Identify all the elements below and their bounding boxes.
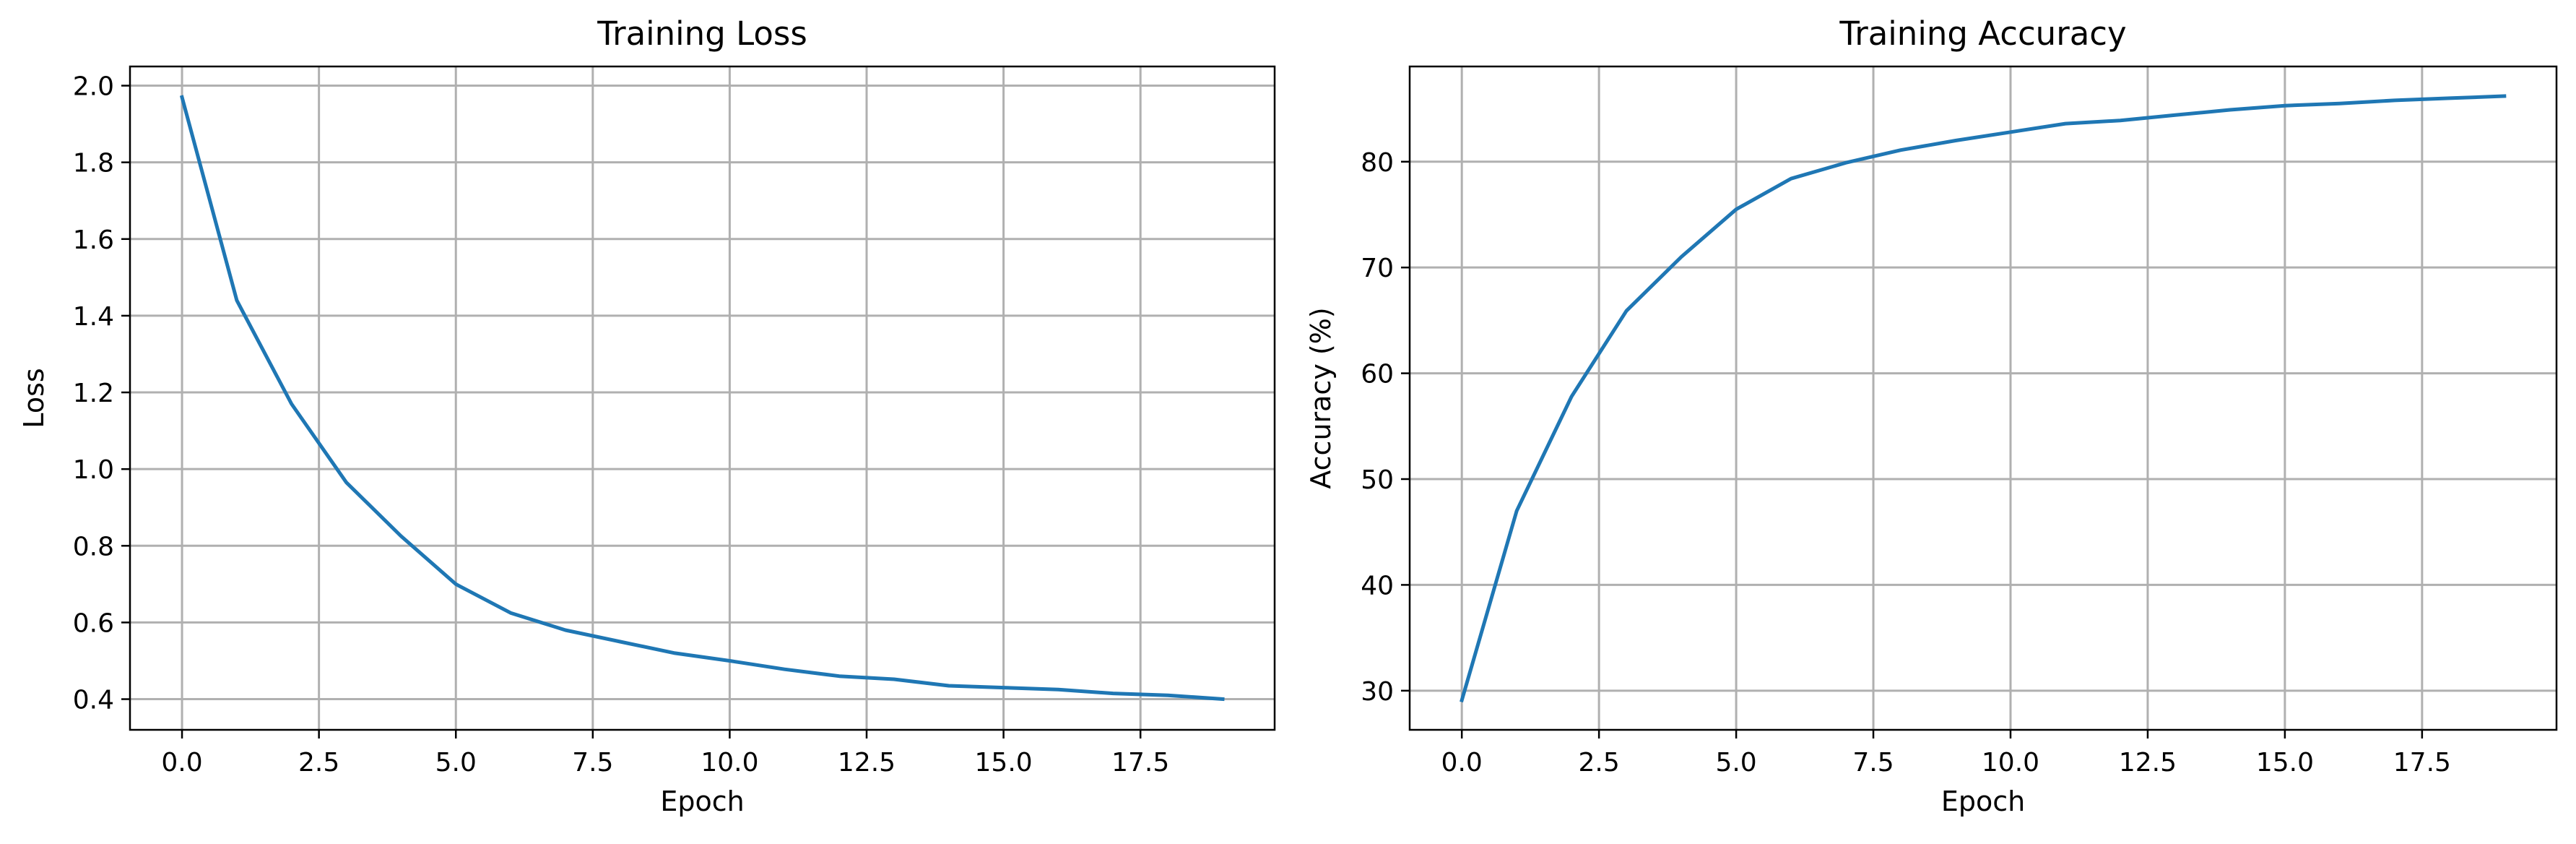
loss-x-tick-label: 7.5 (572, 748, 613, 778)
loss-y-tick-label: 1.8 (73, 149, 114, 178)
accuracy-chart: 0.0 2.5 5.0 7.5 10.0 12.5 15.0 17.5 30 40 50 60 70 80… (1305, 14, 2558, 817)
accuracy-y-tick-label: 70 (1361, 254, 1394, 283)
accuracy-y-axis-label: Accuracy (%) (1305, 307, 1337, 488)
loss-chart-title: Training Loss (597, 14, 807, 53)
loss-series (179, 95, 1225, 702)
accuracy-x-tick-label: 17.5 (2393, 748, 2451, 778)
accuracy-x-tick-label: 5.0 (1715, 748, 1756, 778)
loss-x-tick-label: 0.0 (161, 748, 202, 778)
accuracy-y-tick-label: 40 (1361, 571, 1394, 600)
accuracy-axes-frame (1408, 65, 2558, 731)
loss-x-tick-label: 2.5 (298, 748, 339, 778)
loss-y-tick-label: 0.8 (73, 532, 114, 561)
loss-y-axis-label: Loss (18, 368, 50, 428)
accuracy-x-tick-label: 12.5 (2119, 748, 2177, 778)
loss-y-tick-label: 2.0 (73, 72, 114, 102)
loss-y-tick-label: 0.6 (73, 608, 114, 638)
loss-x-tick-label: 17.5 (1111, 748, 1169, 778)
loss-x-tick-label: 5.0 (435, 748, 477, 778)
loss-axes-frame (129, 65, 1276, 731)
accuracy-x-tick-label: 10.0 (1982, 748, 2039, 778)
loss-y-tick-label: 1.0 (73, 455, 114, 485)
loss-x-tick-label: 12.5 (838, 748, 895, 778)
accuracy-x-tick-label: 15.0 (2256, 748, 2314, 778)
accuracy-y-tick-label: 50 (1361, 465, 1394, 495)
loss-y-tick-label: 1.6 (73, 225, 114, 255)
loss-x-axis-label: Epoch (660, 785, 744, 817)
accuracy-x-axis-label: Epoch (1941, 785, 2025, 817)
loss-y-tick-label: 1.4 (73, 302, 114, 332)
accuracy-series (1460, 94, 2507, 703)
loss-x-tick-label: 15.0 (975, 748, 1033, 778)
accuracy-x-tick-label: 0.0 (1441, 748, 1483, 778)
accuracy-series-line (1460, 94, 2507, 703)
accuracy-y-tick-label: 80 (1361, 148, 1394, 178)
loss-ticks: 0.0 2.5 5.0 7.5 10.0 12.5 15.0 17.5 0.4 0.6 0.8 1.0… (73, 72, 1170, 778)
accuracy-chart-title: Training Accuracy (1839, 14, 2126, 53)
accuracy-ticks: 0.0 2.5 5.0 7.5 10.0 12.5 15.0 17.5 30 40 50 60 70 80 (1361, 148, 2451, 778)
accuracy-grid (1410, 66, 2557, 730)
loss-y-tick-label: 1.2 (73, 379, 114, 408)
loss-y-tick-label: 0.4 (73, 686, 114, 715)
loss-series-line (179, 95, 1225, 702)
loss-grid (130, 66, 1275, 730)
accuracy-y-tick-label: 30 (1361, 677, 1394, 707)
accuracy-x-tick-label: 7.5 (1852, 748, 1894, 778)
loss-chart: 0.0 2.5 5.0 7.5 10.0 12.5 15.0 17.5 0.4 0.6 0.8 1.0… (18, 14, 1276, 817)
accuracy-y-tick-label: 60 (1361, 360, 1394, 389)
accuracy-x-tick-label: 2.5 (1579, 748, 1620, 778)
loss-x-tick-label: 10.0 (701, 748, 758, 778)
